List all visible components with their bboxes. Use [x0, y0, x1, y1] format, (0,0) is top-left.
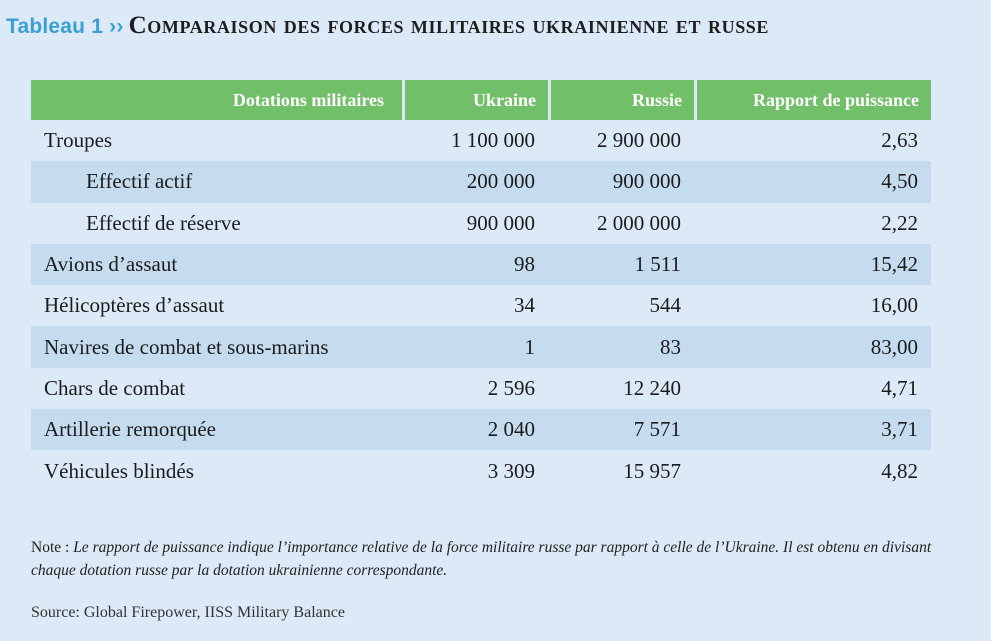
row-label: Navires de combat et sous-marins	[31, 326, 402, 368]
cell-rapport: 4,82	[881, 458, 918, 483]
header-row: Dotations militaires Ukraine Russie Rapp…	[31, 80, 931, 120]
cell-ukraine: 2 596	[487, 375, 535, 400]
cell-russie: 544	[649, 293, 682, 318]
note-text: Le rapport de puissance indique l’import…	[31, 539, 932, 579]
row-label: Effectif actif	[31, 161, 402, 203]
row-label: Hélicoptères d’assaut	[44, 293, 225, 318]
table-body: Troupes 1 100 000 2 900 000 2,63 Effecti…	[31, 120, 931, 492]
row-label: Chars de combat	[44, 375, 186, 400]
cell-ukraine: 34	[514, 293, 535, 318]
source-line: Source: Global Firepower, IISS Military …	[31, 604, 345, 621]
cell-rapport: 4,71	[881, 375, 918, 400]
table-row: Avions d’assaut 98 1 511 15,42	[31, 243, 931, 286]
table-row: Chars de combat 2 596 12 240 4,71	[31, 368, 931, 409]
cell-russie: 900 000	[548, 161, 694, 203]
cell-ukraine: 3 309	[487, 458, 535, 483]
table-number: Tableau 1 ››	[6, 15, 124, 38]
cell-rapport: 3,71	[694, 409, 931, 451]
cell-rapport: 15,42	[694, 243, 931, 286]
table-row: Navires de combat et sous-marins 1 83 83…	[31, 326, 931, 368]
row-label: Avions d’assaut	[31, 243, 402, 286]
header-ukraine: Ukraine	[402, 80, 548, 120]
row-label: Troupes	[44, 128, 113, 153]
table-row: Artillerie remorquée 2 040 7 571 3,71	[31, 409, 931, 451]
header-russie: Russie	[548, 80, 694, 120]
cell-russie: 2 000 000	[597, 210, 681, 235]
cell-rapport: 16,00	[870, 293, 918, 318]
cell-russie: 12 240	[623, 375, 681, 400]
row-label: Effectif de réserve	[86, 210, 241, 235]
cell-ukraine: 98	[402, 243, 548, 286]
cell-russie: 2 900 000	[597, 128, 681, 153]
cell-ukraine: 1 100 000	[451, 128, 535, 153]
header-dotations: Dotations militaires	[31, 80, 402, 120]
header-rapport: Rapport de puissance	[694, 80, 931, 120]
table-row: Troupes 1 100 000 2 900 000 2,63	[31, 120, 931, 161]
cell-rapport: 4,50	[694, 161, 931, 203]
cell-rapport: 83,00	[694, 326, 931, 368]
cell-ukraine: 2 040	[402, 409, 548, 451]
cell-ukraine: 1	[402, 326, 548, 368]
cell-russie: 1 511	[548, 243, 694, 286]
cell-russie: 15 957	[623, 458, 681, 483]
row-label: Véhicules blindés	[44, 458, 194, 483]
cell-ukraine: 200 000	[402, 161, 548, 203]
cell-rapport: 2,63	[881, 128, 918, 153]
table-title: Tableau 1 ›› Comparaison des forces mili…	[6, 12, 769, 40]
table-note: Note : Le rapport de puissance indique l…	[31, 536, 956, 582]
table-header: Dotations militaires Ukraine Russie Rapp…	[31, 80, 931, 120]
cell-russie: 83	[548, 326, 694, 368]
table-row: Effectif actif 200 000 900 000 4,50	[31, 161, 931, 203]
table-row: Hélicoptères d’assaut 34 544 16,00	[31, 285, 931, 326]
table-title-text: Comparaison des forces militaires ukrain…	[128, 12, 770, 39]
cell-russie: 7 571	[548, 409, 694, 451]
table-row: Véhicules blindés 3 309 15 957 4,82	[31, 450, 931, 491]
cell-rapport: 2,22	[881, 210, 918, 235]
cell-ukraine: 900 000	[466, 210, 535, 235]
table-row: Effectif de réserve 900 000 2 000 000 2,…	[31, 203, 931, 244]
row-label: Artillerie remorquée	[31, 409, 402, 451]
note-label: Note :	[31, 539, 70, 556]
military-comparison-table: Dotations militaires Ukraine Russie Rapp…	[31, 80, 931, 492]
